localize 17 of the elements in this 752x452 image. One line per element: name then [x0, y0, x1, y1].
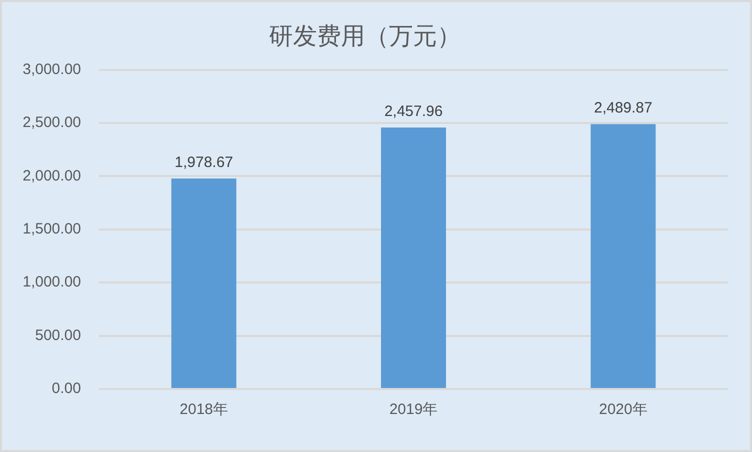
y-tick-label: 3,000.00	[22, 60, 81, 78]
y-tick-label: 2,500.00	[22, 114, 81, 132]
bar	[171, 178, 236, 388]
y-tick-label: 1,000.00	[22, 274, 81, 291]
bar	[590, 124, 656, 388]
data-label: 1,978.67	[174, 154, 234, 172]
x-tick-label: 2018年	[180, 401, 228, 418]
x-tick-label: 2019年	[389, 401, 438, 418]
y-tick-label: 500.00	[35, 326, 81, 344]
data-label: 2,457.96	[384, 103, 443, 120]
x-tick-label: 2020年	[598, 401, 648, 418]
chart-title: 研发费用（万元）	[269, 23, 461, 50]
bar	[381, 127, 446, 388]
y-tick-label: 1,500.00	[22, 220, 81, 238]
y-tick-label: 2,000.00	[22, 167, 81, 184]
data-label: 2,489.87	[594, 100, 652, 117]
y-tick-label: 0.00	[52, 380, 81, 398]
